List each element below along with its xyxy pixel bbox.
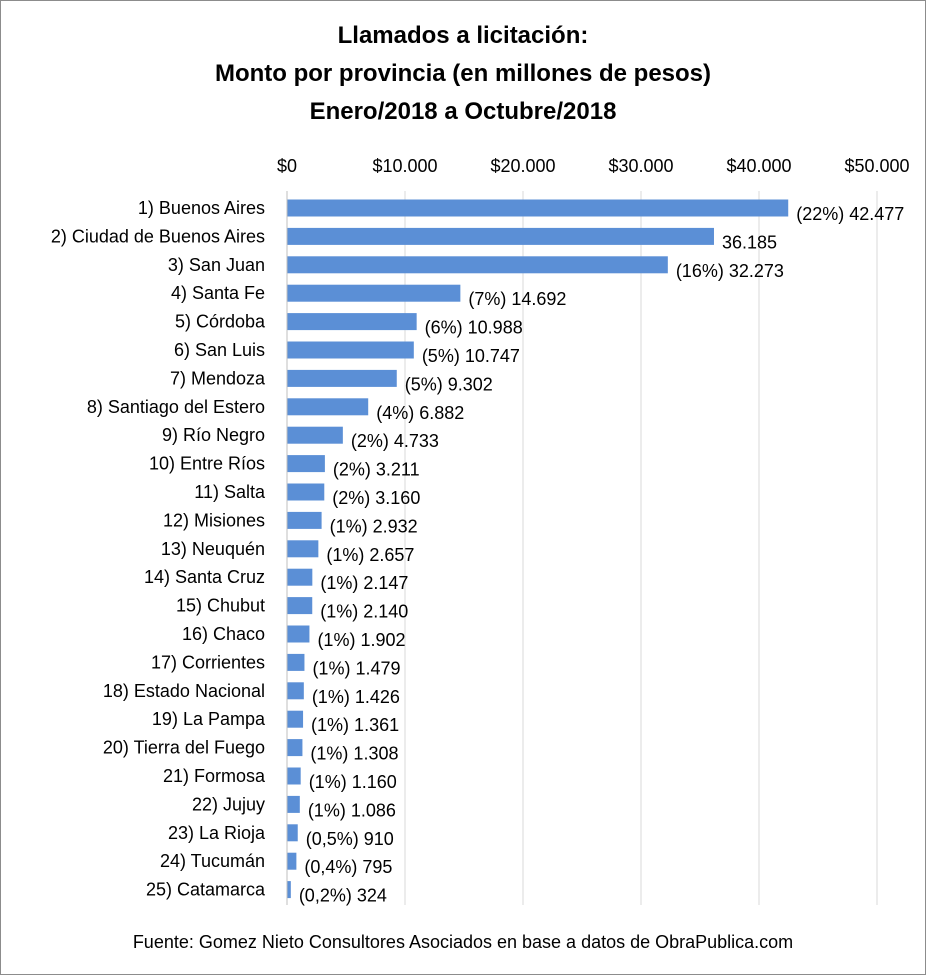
bar	[287, 824, 298, 842]
source-note: Fuente: Gomez Nieto Consultores Asociado…	[132, 932, 794, 952]
x-tick-label: $10.000	[372, 156, 437, 176]
data-label: (0,5%) 910	[306, 829, 394, 849]
data-label: (1%) 1.160	[309, 772, 397, 792]
category-label: 6) San Luis	[174, 340, 265, 360]
data-label: (1%) 2.932	[330, 516, 418, 536]
category-label: 20) Tierra del Fuego	[103, 738, 265, 758]
category-label: 24) Tucumán	[160, 851, 265, 871]
category-label: 21) Formosa	[163, 766, 266, 786]
x-tick-label: $40.000	[726, 156, 791, 176]
category-label: 7) Mendoza	[170, 368, 266, 388]
bar	[287, 369, 397, 387]
bar	[287, 739, 303, 757]
x-tick-label: $20.000	[490, 156, 555, 176]
category-label: 2) Ciudad de Buenos Aires	[51, 226, 265, 246]
data-label: (5%) 9.302	[405, 374, 493, 394]
bar	[287, 568, 313, 586]
data-label: (5%) 10.747	[422, 346, 520, 366]
category-label: 4) Santa Fe	[171, 283, 265, 303]
chart-title-line-2: Monto por provincia (en millones de peso…	[214, 60, 712, 87]
category-label: 5) Córdoba	[175, 312, 266, 332]
x-tick-label: $0	[277, 156, 297, 176]
category-label: 25) Catamarca	[146, 880, 266, 900]
category-label: 15) Chubut	[176, 596, 265, 616]
bar	[287, 227, 714, 245]
bar	[287, 426, 343, 444]
data-label: (7%) 14.692	[468, 289, 566, 309]
bar	[287, 881, 291, 899]
category-label: 17) Corrientes	[151, 652, 265, 672]
data-label: (1%) 1.479	[312, 658, 400, 678]
category-label: 3) San Juan	[168, 255, 265, 275]
data-label: (1%) 1.361	[311, 715, 399, 735]
bar	[287, 256, 668, 274]
data-label: (1%) 1.902	[317, 630, 405, 650]
data-label: (2%) 4.733	[351, 431, 439, 451]
category-label: 19) La Pampa	[152, 709, 266, 729]
x-tick-label: $50.000	[844, 156, 909, 176]
chart-title-line-1: Llamados a licitación:	[337, 22, 589, 49]
bar	[287, 511, 322, 529]
category-label: 12) Misiones	[163, 510, 265, 530]
category-label: 14) Santa Cruz	[144, 567, 265, 587]
category-label: 22) Jujuy	[192, 794, 265, 814]
bar	[287, 398, 369, 416]
bar	[287, 852, 297, 870]
bar	[287, 682, 304, 700]
data-label: (1%) 2.657	[326, 545, 414, 565]
data-label: (1%) 2.140	[320, 602, 408, 622]
category-label: 1) Buenos Aires	[138, 198, 265, 218]
bar	[287, 597, 313, 615]
data-label: (1%) 1.426	[312, 687, 400, 707]
bar	[287, 341, 414, 359]
data-label: (6%) 10.988	[425, 318, 523, 338]
bar	[287, 710, 304, 728]
data-label: (1%) 1.086	[308, 800, 396, 820]
bar	[287, 199, 789, 217]
data-label: (1%) 2.147	[320, 573, 408, 593]
category-label: 13) Neuquén	[161, 539, 265, 559]
category-label: 11) Salta	[194, 482, 266, 502]
category-label: 16) Chaco	[182, 624, 265, 644]
bar	[287, 455, 325, 473]
x-tick-label: $30.000	[608, 156, 673, 176]
bar	[287, 483, 325, 501]
data-label: 36.185	[722, 232, 777, 252]
bar	[287, 625, 310, 643]
bar	[287, 767, 301, 785]
category-label: 23) La Rioja	[168, 823, 266, 843]
category-label: 10) Entre Ríos	[149, 454, 265, 474]
category-label: 9) Río Negro	[162, 425, 265, 445]
data-label: (1%) 1.308	[310, 744, 398, 764]
bar	[287, 313, 417, 331]
bar	[287, 795, 300, 813]
data-label: (16%) 32.273	[676, 261, 784, 281]
data-label: (2%) 3.211	[333, 460, 420, 480]
chart-title-line-3: Enero/2018 a Octubre/2018	[309, 98, 617, 125]
bar	[287, 653, 305, 671]
category-label: 18) Estado Nacional	[103, 681, 265, 701]
data-label: (4%) 6.882	[376, 403, 464, 423]
bar	[287, 540, 319, 558]
data-label: (2%) 3.160	[332, 488, 420, 508]
bar	[287, 284, 461, 302]
data-label: (0,2%) 324	[299, 886, 387, 906]
data-label: (22%) 42.477	[796, 204, 904, 224]
data-label: (0,4%) 795	[304, 857, 392, 877]
category-label: 8) Santiago del Estero	[87, 397, 265, 417]
